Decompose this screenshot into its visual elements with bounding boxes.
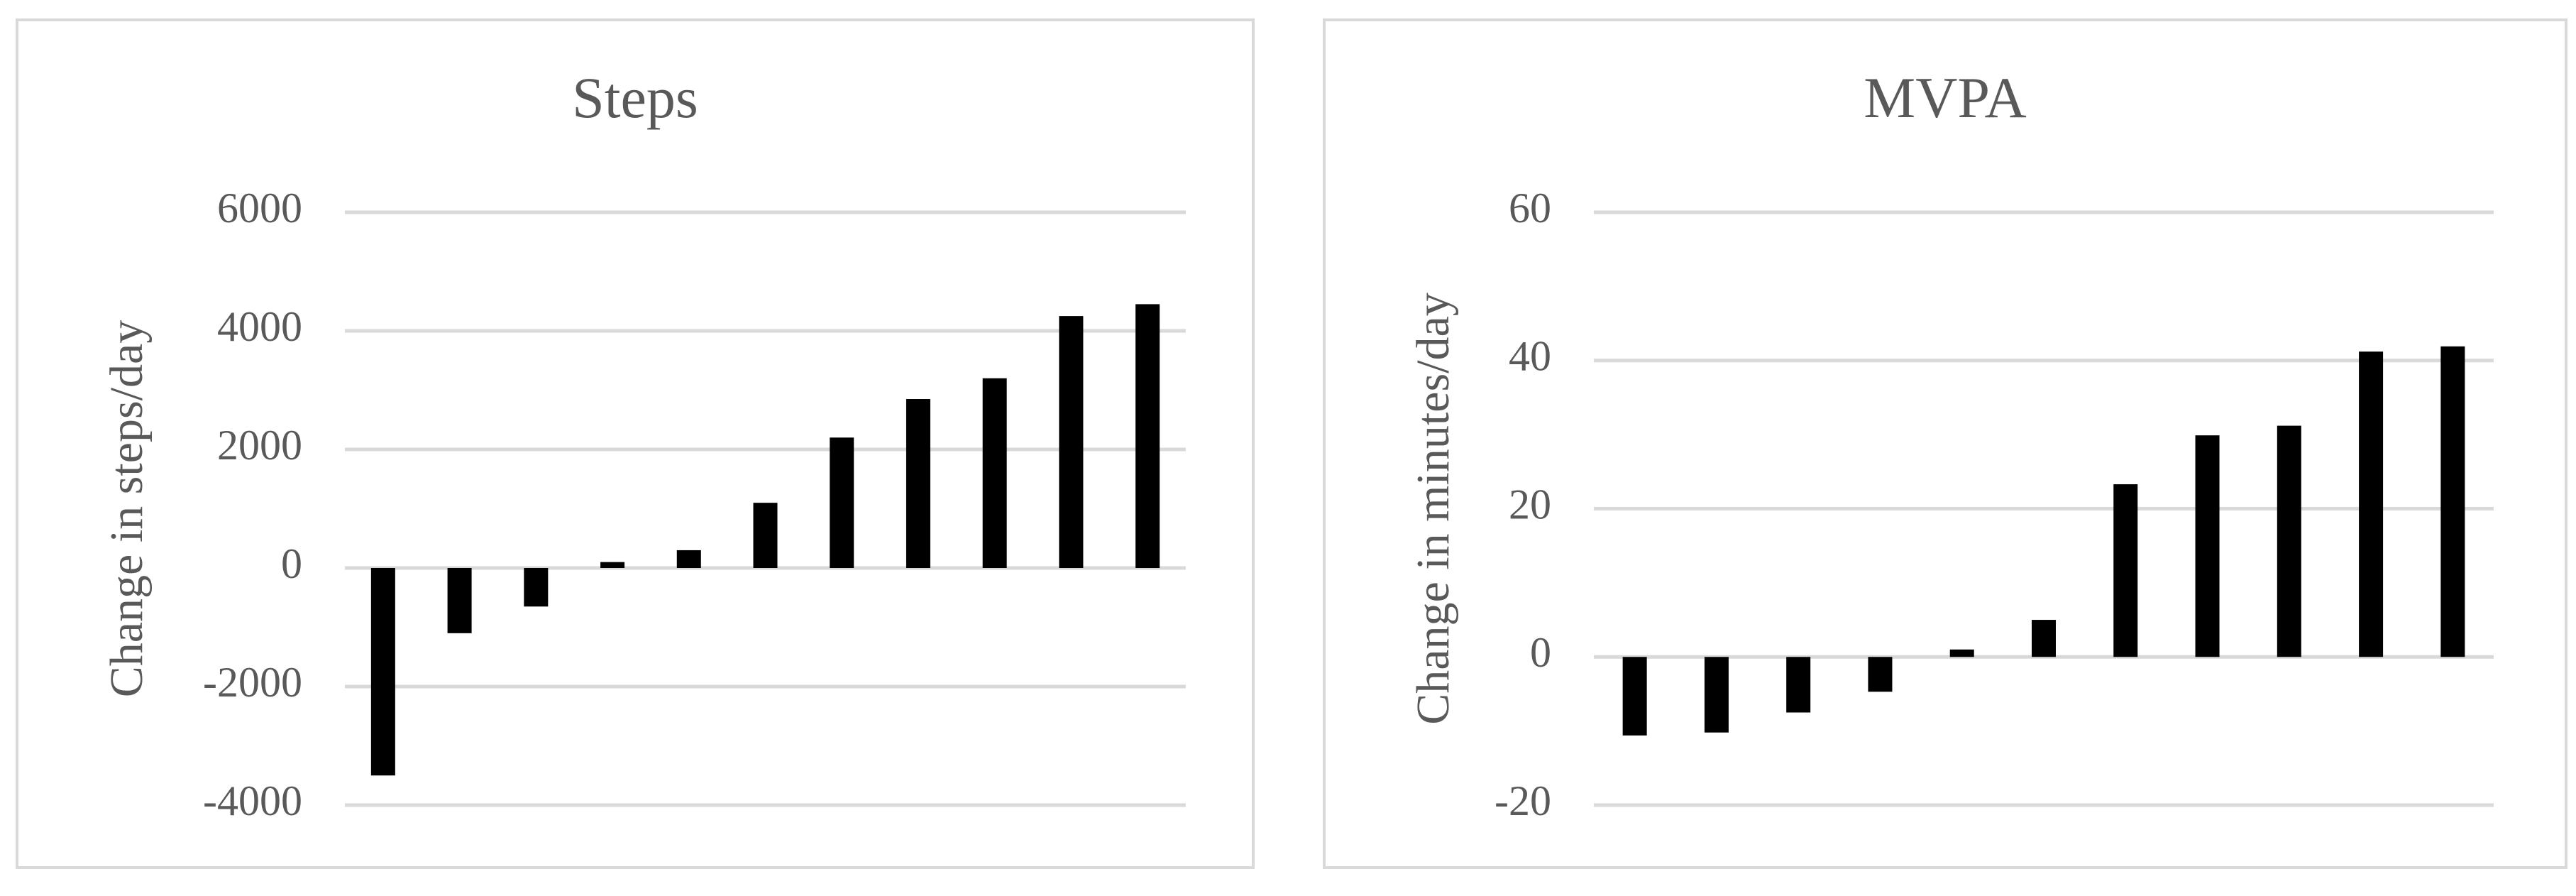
y-tick-label: -2000: [203, 659, 302, 706]
y-tick-label: 40: [1509, 333, 1551, 380]
bar: [1786, 657, 1811, 713]
chart-title: Steps: [572, 65, 698, 130]
bar: [1868, 657, 1893, 692]
y-tick-label: -4000: [203, 777, 302, 824]
bar: [982, 378, 1007, 568]
bar: [447, 568, 472, 633]
bar: [753, 503, 778, 568]
y-tick-label: 60: [1509, 185, 1551, 231]
chart-title: MVPA: [1864, 65, 2026, 130]
y-tick-label: 0: [1530, 629, 1551, 676]
bar: [676, 550, 701, 568]
bar: [524, 568, 549, 607]
y-tick-label: 20: [1509, 481, 1551, 528]
bar: [2113, 484, 2138, 657]
bar: [2032, 620, 2056, 657]
y-tick-label: 2000: [217, 422, 302, 469]
bar: [1059, 316, 1084, 568]
bar: [1704, 657, 1729, 733]
bar: [2359, 351, 2384, 657]
y-tick-label: 4000: [217, 303, 302, 350]
bar: [2440, 346, 2465, 657]
y-tick-label: 0: [281, 540, 302, 587]
y-axis-label: Change in steps/day: [101, 320, 153, 698]
bar: [1949, 649, 1974, 657]
bar: [906, 399, 930, 568]
bar: [370, 568, 395, 776]
panel-frame: [16, 18, 1255, 869]
y-axis-label: Change in minutes/day: [1407, 293, 1459, 725]
bar: [1622, 657, 1647, 736]
bar: [2195, 435, 2220, 657]
y-tick-label: -20: [1495, 777, 1551, 824]
y-tick-label: 6000: [217, 185, 302, 231]
bar: [830, 437, 854, 568]
bar: [2277, 425, 2301, 657]
bar: [1135, 304, 1160, 568]
bar: [600, 562, 625, 568]
